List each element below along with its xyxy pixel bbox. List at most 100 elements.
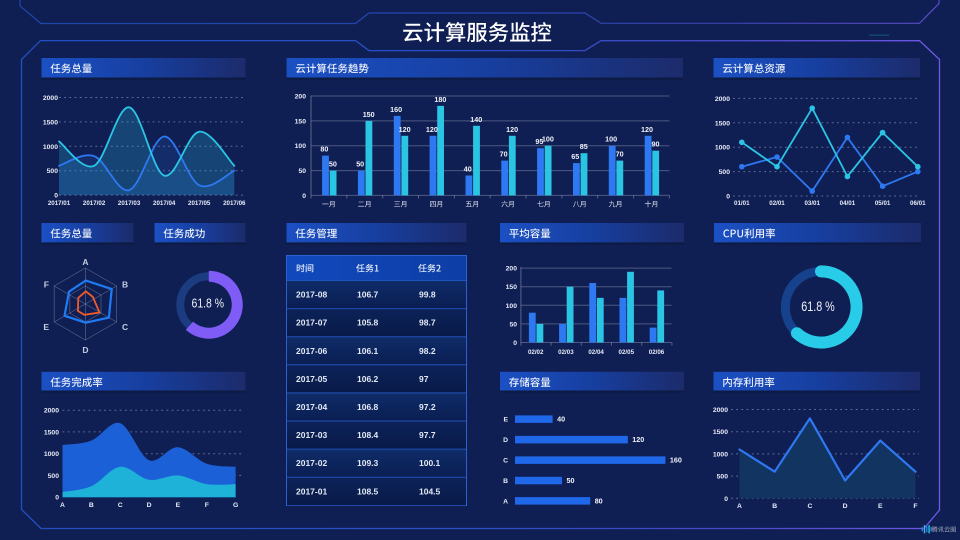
svg-text:50: 50 — [567, 476, 575, 485]
svg-text:100: 100 — [605, 135, 617, 144]
svg-text:80: 80 — [320, 145, 328, 154]
svg-text:100: 100 — [506, 303, 518, 310]
svg-text:02/02: 02/02 — [528, 349, 544, 356]
svg-text:100.1: 100.1 — [419, 458, 441, 468]
svg-text:F: F — [913, 503, 917, 510]
svg-text:02/01: 02/01 — [769, 200, 785, 207]
svg-text:106.7: 106.7 — [357, 290, 379, 300]
svg-text:02/03: 02/03 — [558, 349, 574, 356]
svg-text:80: 80 — [595, 496, 603, 505]
svg-text:0: 0 — [513, 340, 517, 347]
svg-text:2000: 2000 — [44, 408, 59, 415]
svg-text:500: 500 — [719, 169, 731, 176]
svg-text:106.2: 106.2 — [357, 374, 379, 384]
svg-text:104.5: 104.5 — [419, 486, 441, 496]
svg-text:50: 50 — [509, 321, 517, 328]
svg-text:105.8: 105.8 — [357, 318, 379, 328]
svg-text:1500: 1500 — [715, 120, 730, 127]
svg-text:2000: 2000 — [43, 95, 58, 102]
svg-text:2017-05: 2017-05 — [296, 374, 327, 384]
svg-text:99.8: 99.8 — [419, 290, 436, 300]
svg-text:0: 0 — [54, 193, 58, 200]
svg-text:160: 160 — [390, 105, 402, 114]
svg-text:106.8: 106.8 — [357, 402, 379, 412]
svg-text:61.8 %: 61.8 % — [192, 295, 225, 310]
svg-text:200: 200 — [295, 94, 307, 101]
svg-text:150: 150 — [506, 284, 518, 291]
svg-text:B: B — [503, 478, 508, 485]
svg-text:85: 85 — [580, 142, 588, 151]
svg-text:100: 100 — [295, 143, 307, 150]
svg-text:A: A — [503, 498, 508, 505]
svg-text:06/01: 06/01 — [910, 200, 926, 207]
svg-text:2017-06: 2017-06 — [296, 346, 327, 356]
svg-text:02/04: 02/04 — [588, 349, 604, 356]
svg-text:40: 40 — [557, 415, 565, 424]
svg-text:A: A — [60, 502, 65, 509]
svg-text:50: 50 — [298, 168, 306, 175]
svg-text:F: F — [44, 280, 49, 290]
svg-text:1500: 1500 — [43, 119, 58, 126]
svg-text:100: 100 — [542, 135, 554, 144]
svg-text:200: 200 — [506, 266, 518, 273]
svg-text:0: 0 — [726, 194, 730, 201]
svg-text:E: E — [878, 503, 883, 510]
svg-text:98.7: 98.7 — [419, 318, 436, 328]
svg-text:160: 160 — [670, 456, 682, 465]
svg-text:C: C — [503, 458, 508, 465]
svg-text:108.5: 108.5 — [357, 486, 379, 496]
svg-text:109.3: 109.3 — [357, 458, 379, 468]
svg-text:A: A — [737, 503, 742, 510]
svg-text:2017/03: 2017/03 — [118, 200, 141, 207]
svg-text:61.8 %: 61.8 % — [801, 299, 835, 314]
svg-text:120: 120 — [506, 125, 518, 134]
svg-text:1000: 1000 — [713, 451, 728, 458]
svg-text:120: 120 — [641, 125, 653, 134]
svg-text:500: 500 — [48, 473, 60, 480]
svg-text:97.7: 97.7 — [419, 430, 436, 440]
svg-text:108.4: 108.4 — [357, 430, 379, 440]
svg-text:D: D — [503, 437, 508, 444]
svg-text:95: 95 — [535, 137, 543, 146]
svg-text:2017-07: 2017-07 — [296, 318, 327, 328]
svg-text:180: 180 — [434, 95, 446, 104]
svg-text:A: A — [82, 257, 88, 267]
svg-text:D: D — [843, 503, 848, 510]
svg-text:D: D — [82, 345, 88, 355]
svg-text:1500: 1500 — [713, 429, 728, 436]
svg-text:2000: 2000 — [715, 96, 730, 103]
svg-text:2000: 2000 — [713, 407, 728, 414]
svg-text:97: 97 — [419, 374, 429, 384]
svg-text:0: 0 — [724, 496, 728, 503]
svg-text:05/01: 05/01 — [875, 200, 891, 207]
svg-text:01/01: 01/01 — [734, 200, 750, 207]
svg-text:B: B — [89, 502, 94, 509]
svg-text:2017/01: 2017/01 — [48, 200, 71, 207]
svg-text:E: E — [503, 417, 508, 424]
svg-text:E: E — [176, 502, 181, 509]
svg-text:0: 0 — [302, 193, 306, 200]
svg-text:2017/02: 2017/02 — [83, 200, 106, 207]
svg-text:120: 120 — [426, 125, 438, 134]
svg-text:1000: 1000 — [44, 451, 59, 458]
svg-text:2017/06: 2017/06 — [223, 200, 246, 207]
svg-text:2017-01: 2017-01 — [296, 486, 327, 496]
svg-text:120: 120 — [632, 435, 644, 444]
svg-text:40: 40 — [464, 165, 472, 174]
svg-text:2017-03: 2017-03 — [296, 430, 327, 440]
svg-text:02/05: 02/05 — [619, 349, 635, 356]
svg-text:E: E — [43, 322, 49, 332]
svg-text:0: 0 — [55, 495, 59, 502]
svg-text:2017-04: 2017-04 — [296, 402, 327, 412]
svg-text:140: 140 — [470, 115, 482, 124]
svg-text:C: C — [807, 503, 812, 510]
svg-text:B: B — [772, 503, 777, 510]
svg-text:02/06: 02/06 — [649, 349, 665, 356]
svg-text:2017-02: 2017-02 — [296, 458, 327, 468]
svg-text:150: 150 — [295, 118, 307, 125]
svg-text:500: 500 — [717, 474, 729, 481]
svg-text:C: C — [118, 502, 123, 509]
svg-text:C: C — [122, 322, 128, 332]
svg-text:50: 50 — [356, 160, 364, 169]
svg-text:106.1: 106.1 — [357, 346, 379, 356]
